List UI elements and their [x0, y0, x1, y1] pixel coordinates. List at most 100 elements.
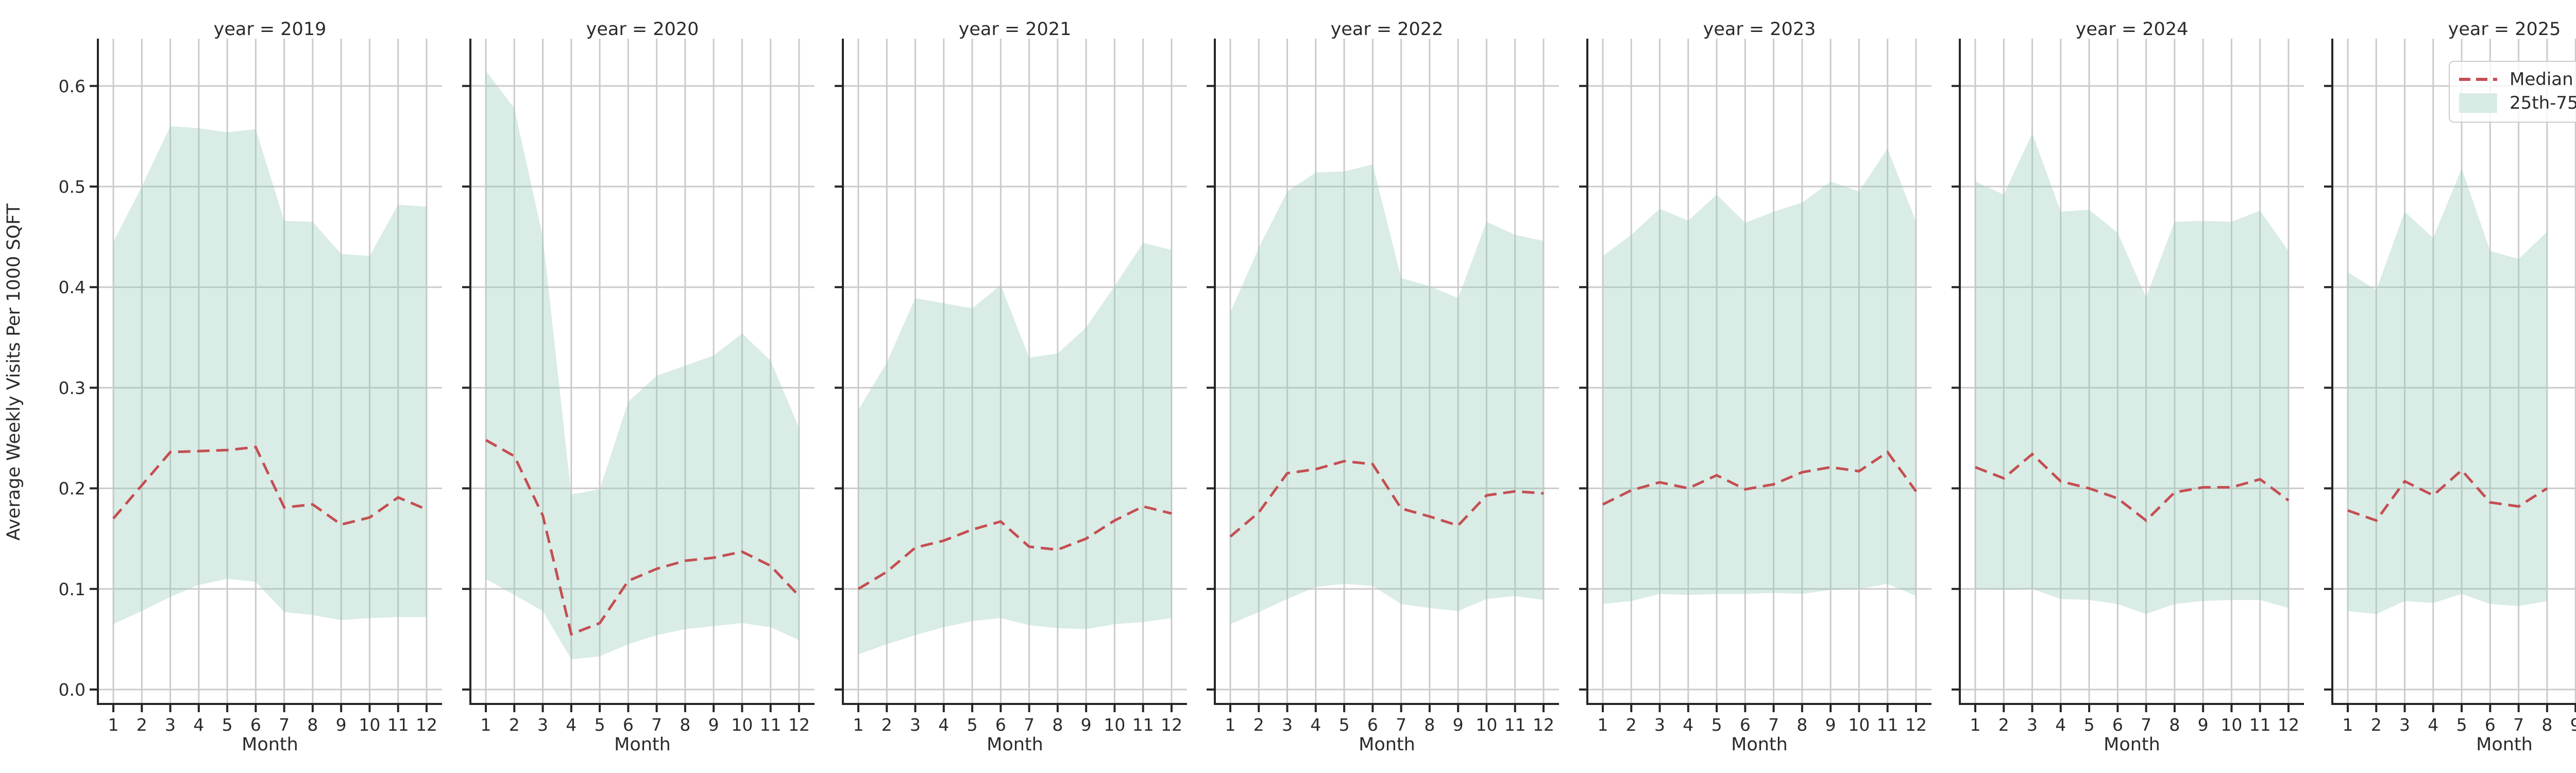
x-tick-label: 4 — [1310, 715, 1321, 735]
y-tick-label: 0.3 — [59, 378, 86, 398]
x-tick-label: 12 — [2278, 715, 2299, 735]
x-tick-label: 7 — [279, 715, 290, 735]
y-tick-label: 0.0 — [59, 680, 86, 700]
x-tick-label: 10 — [2221, 715, 2242, 735]
x-tick-label: 11 — [387, 715, 409, 735]
percentile-band — [113, 126, 427, 625]
y-tick-label: 0.2 — [59, 479, 86, 499]
x-tick-label: 1 — [481, 715, 492, 735]
x-tick-label: 11 — [2249, 715, 2271, 735]
x-tick-label: 1 — [1970, 715, 1981, 735]
x-tick-label: 5 — [2456, 715, 2467, 735]
legend: Median 25th-75th Percentile — [2449, 61, 2576, 123]
facet-title: year = 2022 — [1331, 19, 1444, 40]
x-tick-label: 11 — [1877, 715, 1899, 735]
legend-label-band: 25th-75th Percentile — [2510, 93, 2576, 113]
x-tick-label: 12 — [1161, 715, 1182, 735]
x-tick-label: 2 — [509, 715, 520, 735]
x-tick-label: 8 — [1424, 715, 1435, 735]
x-tick-label: 9 — [2198, 715, 2209, 735]
x-tick-label: 8 — [1797, 715, 1807, 735]
x-tick-label: 8 — [1052, 715, 1063, 735]
x-tick-label: 6 — [995, 715, 1006, 735]
percentile-band-swatch — [2459, 93, 2497, 113]
x-tick-label: 9 — [336, 715, 347, 735]
x-tick-label: 7 — [1024, 715, 1035, 735]
x-tick-label: 3 — [165, 715, 176, 735]
x-tick-label: 7 — [1768, 715, 1779, 735]
x-tick-label: 6 — [1740, 715, 1751, 735]
percentile-band — [2348, 168, 2547, 614]
x-tick-label: 3 — [1654, 715, 1665, 735]
median-line — [485, 439, 800, 636]
x-tick-label: 8 — [307, 715, 318, 735]
x-tick-label: 3 — [2027, 715, 2038, 735]
x-tick-label: 3 — [910, 715, 921, 735]
x-tick-label: 4 — [938, 715, 949, 735]
facet-title: year = 2020 — [586, 19, 699, 40]
x-tick-label: 12 — [1905, 715, 1927, 735]
x-tick-label: 9 — [2570, 715, 2576, 735]
x-tick-label: 10 — [1104, 715, 1125, 735]
median-line — [857, 505, 1172, 590]
percentile-band — [486, 71, 799, 660]
x-axis-label: Month — [2476, 734, 2533, 755]
percentile-band — [1603, 148, 1916, 604]
x-tick-label: 5 — [967, 715, 978, 735]
y-tick-label: 0.5 — [59, 177, 86, 197]
median-line — [112, 445, 427, 526]
x-tick-label: 8 — [2169, 715, 2180, 735]
y-tick-label: 0.1 — [59, 579, 86, 599]
x-tick-label: 11 — [1504, 715, 1526, 735]
x-tick-label: 5 — [1339, 715, 1350, 735]
x-tick-label: 1 — [2343, 715, 2353, 735]
x-tick-label: 7 — [651, 715, 662, 735]
x-tick-label: 9 — [1081, 715, 1092, 735]
percentile-band — [858, 243, 1172, 654]
x-tick-label: 5 — [222, 715, 233, 735]
x-tick-label: 7 — [2513, 715, 2524, 735]
x-tick-label: 9 — [1453, 715, 1464, 735]
x-tick-label: 11 — [1132, 715, 1154, 735]
x-tick-label: 7 — [2141, 715, 2151, 735]
x-tick-label: 6 — [2112, 715, 2123, 735]
legend-label-median: Median — [2510, 69, 2573, 90]
percentile-band — [1975, 133, 2289, 614]
y-tick-label: 0.6 — [59, 76, 86, 96]
x-tick-label: 1 — [1225, 715, 1236, 735]
median-line — [1602, 450, 1917, 506]
x-axis-label: Month — [614, 734, 671, 755]
x-tick-label: 10 — [359, 715, 380, 735]
x-tick-label: 2 — [137, 715, 147, 735]
facet-title: year = 2019 — [214, 19, 327, 40]
x-tick-label: 2 — [2371, 715, 2382, 735]
x-tick-label: 12 — [788, 715, 810, 735]
x-tick-label: 8 — [2541, 715, 2552, 735]
x-tick-label: 10 — [731, 715, 753, 735]
x-tick-label: 1 — [1598, 715, 1608, 735]
x-tick-label: 6 — [250, 715, 261, 735]
facet-title: year = 2021 — [959, 19, 1072, 40]
legend-item-median: Median — [2459, 71, 2576, 88]
median-line — [1975, 452, 2290, 523]
x-tick-label: 12 — [1533, 715, 1554, 735]
facet-title: year = 2024 — [2076, 19, 2189, 40]
x-axis-label: Month — [242, 734, 298, 755]
x-tick-label: 5 — [2084, 715, 2095, 735]
x-axis-label: Month — [1731, 734, 1788, 755]
facet-title: year = 2025 — [2448, 19, 2561, 40]
x-tick-label: 10 — [1476, 715, 1497, 735]
x-tick-label: 5 — [595, 715, 605, 735]
x-tick-label: 4 — [1683, 715, 1693, 735]
x-axis-label: Month — [987, 734, 1043, 755]
legend-item-band: 25th-75th Percentile — [2459, 93, 2576, 113]
x-tick-label: 10 — [1848, 715, 1870, 735]
